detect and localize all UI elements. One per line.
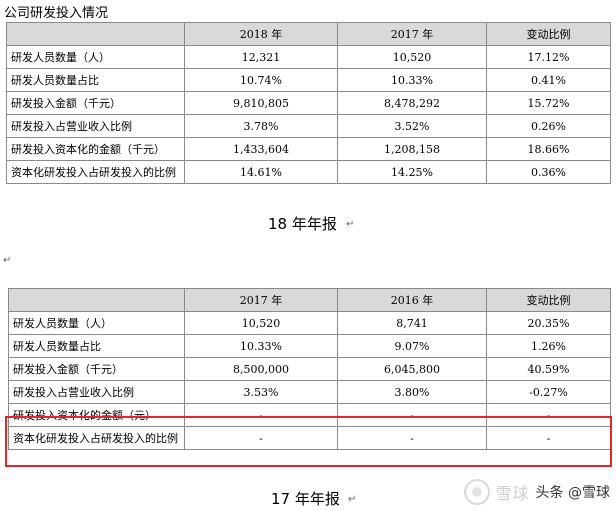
row-label: 研发人员数量占比 — [6, 68, 185, 92]
table-row: 研发投入资本化的金额（元） - - - — [8, 403, 611, 427]
caption-2017-report: 17 年年报 — [271, 490, 340, 508]
rd-table-2017: 2017 年 2016 年 变动比例 研发人员数量（人） 10,520 8,74… — [8, 288, 611, 450]
value-cell: 8,500,000 — [184, 357, 338, 381]
table-header-row: 2018 年 2017 年 变动比例 — [6, 22, 611, 46]
table-row: 资本化研发投入占研发投入的比例 - - - — [8, 426, 611, 450]
header-cell: 变动比例 — [486, 288, 611, 312]
value-cell: 1.26% — [486, 334, 611, 358]
row-label: 研发投入占营业收入比例 — [8, 380, 185, 404]
value-cell: 0.41% — [486, 68, 611, 92]
watermark: 雪球 头条 @雪球 — [463, 478, 610, 506]
header-cell — [8, 288, 185, 312]
header-cell — [6, 22, 185, 46]
row-label: 研发投入占营业收入比例 — [6, 114, 185, 138]
table-row: 研发人员数量（人） 12,321 10,520 17.12% — [6, 45, 611, 69]
value-cell: -0.27% — [486, 380, 611, 404]
snowball-logo-icon — [463, 479, 490, 505]
row-label: 研发人员数量（人） — [8, 311, 185, 335]
return-mark-icon: ↵ — [346, 219, 355, 230]
value-cell: 3.53% — [184, 380, 338, 404]
header-cell: 2017 年 — [337, 22, 487, 46]
value-cell: 10.33% — [337, 68, 487, 92]
row-label: 研发投入资本化的金额（元） — [8, 403, 185, 427]
return-mark-icon: ↵ — [348, 494, 357, 505]
table-row: 研发人员数量占比 10.74% 10.33% 0.41% — [6, 68, 611, 92]
value-cell: 14.25% — [337, 160, 487, 184]
section-heading: 公司研发投入情况 — [4, 6, 109, 21]
value-cell: 8,741 — [337, 311, 487, 335]
rd-table-2018: 2018 年 2017 年 变动比例 研发人员数量（人） 12,321 10,5… — [6, 22, 611, 184]
value-cell: 10,520 — [337, 45, 487, 69]
value-cell: 9,810,805 — [184, 91, 338, 115]
row-label: 研发人员数量（人） — [6, 45, 185, 69]
value-cell: 10.33% — [184, 334, 338, 358]
row-label: 研发人员数量占比 — [8, 334, 185, 358]
return-mark-icon: ↵ — [3, 255, 12, 266]
value-cell: 17.12% — [486, 45, 611, 69]
table-row: 研发投入占营业收入比例 3.53% 3.80% -0.27% — [8, 380, 611, 404]
highlight-box — [5, 416, 612, 467]
value-cell: 18.66% — [486, 137, 611, 161]
caption-2018-report: 18 年年报 — [268, 215, 337, 233]
table-row: 研发人员数量占比 10.33% 9.07% 1.26% — [8, 334, 611, 358]
value-cell: 1,208,158 — [337, 137, 487, 161]
table-row: 研发投入占营业收入比例 3.78% 3.52% 0.26% — [6, 114, 611, 138]
header-cell: 2017 年 — [184, 288, 338, 312]
value-cell: 10,520 — [184, 311, 338, 335]
value-cell: 40.59% — [486, 357, 611, 381]
row-label: 资本化研发投入占研发投入的比例 — [8, 426, 185, 450]
value-cell: 12,321 — [184, 45, 338, 69]
watermark-brand: 雪球 — [495, 484, 530, 503]
value-cell: 3.78% — [184, 114, 338, 138]
value-cell: 8,478,292 — [337, 91, 487, 115]
table-header-row: 2017 年 2016 年 变动比例 — [8, 288, 611, 312]
value-cell: - — [486, 426, 611, 450]
watermark-text: 头条 @雪球 — [535, 485, 610, 501]
value-cell: 0.26% — [486, 114, 611, 138]
header-cell: 变动比例 — [486, 22, 611, 46]
value-cell: - — [337, 426, 487, 450]
value-cell: 14.61% — [184, 160, 338, 184]
table-row: 资本化研发投入占研发投入的比例 14.61% 14.25% 0.36% — [6, 160, 611, 184]
value-cell: 6,045,800 — [337, 357, 487, 381]
table-row: 研发投入金额（千元） 9,810,805 8,478,292 15.72% — [6, 91, 611, 115]
header-cell: 2018 年 — [184, 22, 338, 46]
value-cell: 1,433,604 — [184, 137, 338, 161]
row-label: 研发投入资本化的金额（千元） — [6, 137, 185, 161]
value-cell: 9.07% — [337, 334, 487, 358]
table-row: 研发投入资本化的金额（千元） 1,433,604 1,208,158 18.66… — [6, 137, 611, 161]
value-cell: 0.36% — [486, 160, 611, 184]
row-label: 研发投入金额（千元） — [6, 91, 185, 115]
value-cell: - — [184, 426, 338, 450]
value-cell: 15.72% — [486, 91, 611, 115]
row-label: 研发投入金额（千元） — [8, 357, 185, 381]
value-cell: 20.35% — [486, 311, 611, 335]
table-row: 研发人员数量（人） 10,520 8,741 20.35% — [8, 311, 611, 335]
value-cell: 3.80% — [337, 380, 487, 404]
row-label: 资本化研发投入占研发投入的比例 — [6, 160, 185, 184]
header-cell: 2016 年 — [337, 288, 487, 312]
table-row: 研发投入金额（千元） 8,500,000 6,045,800 40.59% — [8, 357, 611, 381]
value-cell: 10.74% — [184, 68, 338, 92]
value-cell: 3.52% — [337, 114, 487, 138]
